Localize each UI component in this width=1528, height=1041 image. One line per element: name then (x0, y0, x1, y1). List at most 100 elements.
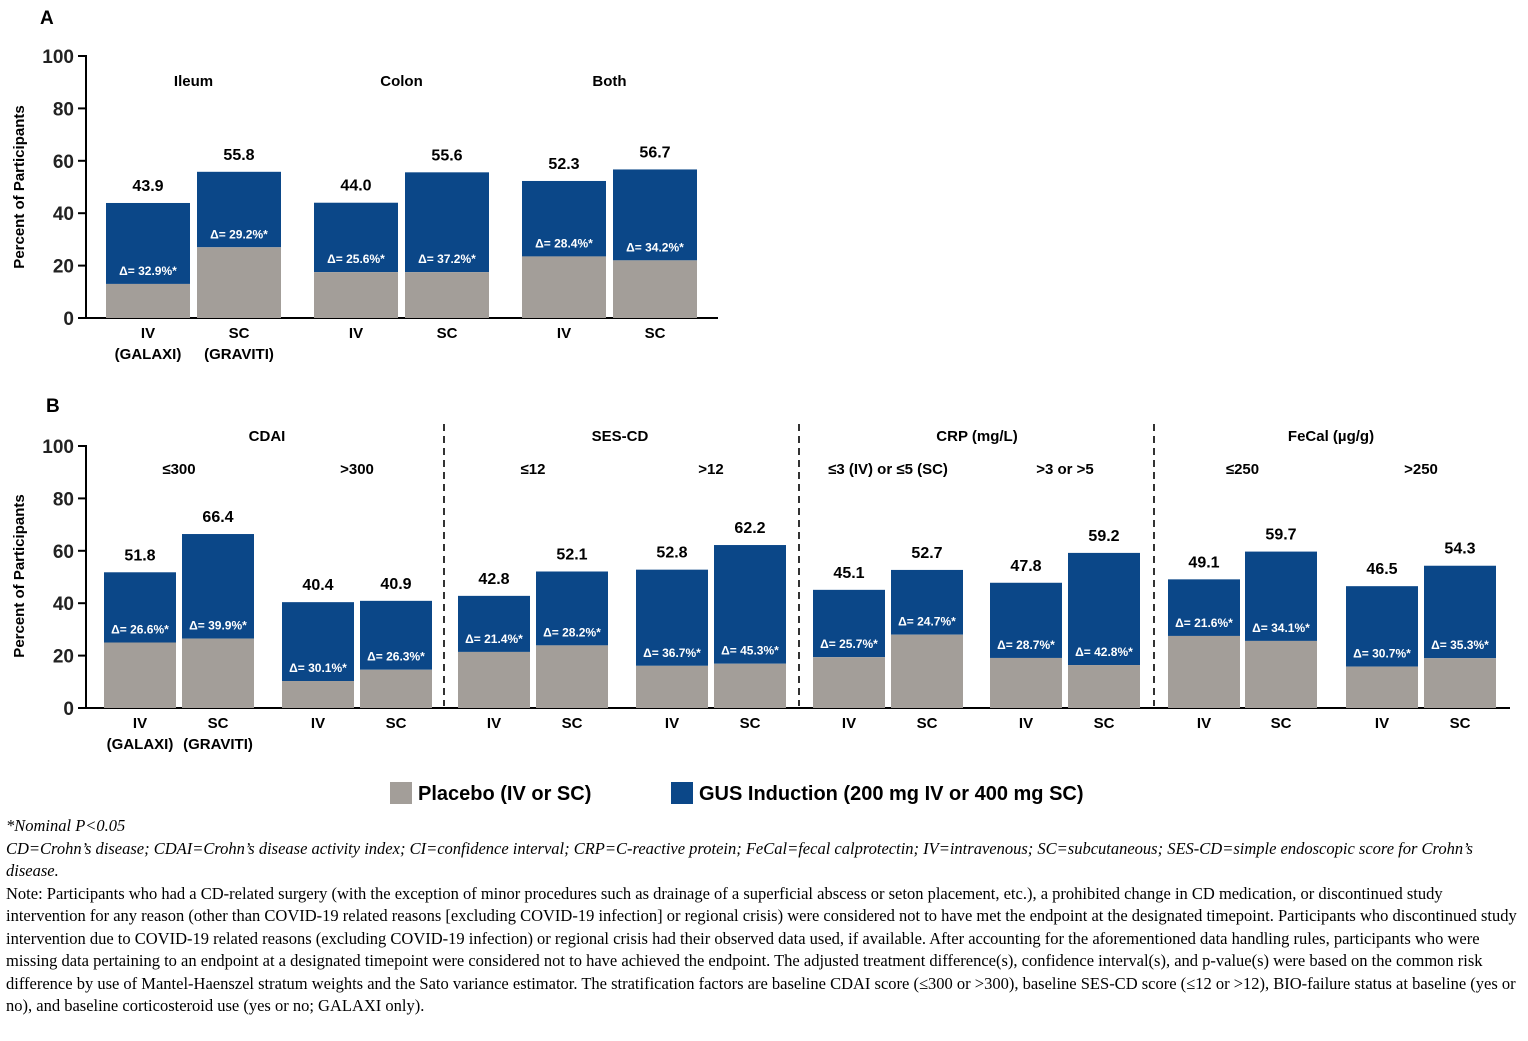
panel-b-x-tick-label: SC (1450, 715, 1471, 732)
panel-b-total-label: 54.3 (1444, 541, 1475, 558)
panel-b-bar-gus (1245, 551, 1317, 641)
panel-b-x-tick-label: SC (740, 715, 761, 732)
panel-b-x-tick-label: IV (487, 715, 501, 732)
panel-b-group-label: ≤3 (IV) or ≤5 (SC) (828, 461, 948, 478)
panel-b-y-tick-label: 80 (53, 489, 74, 510)
panel-a-bar-gus (197, 171, 281, 248)
panel-b-delta-label: Δ= 30.7%* (1353, 647, 1411, 661)
panel-a-delta-label: Δ= 29.2%* (210, 227, 268, 241)
panel-b-bar-placebo (1424, 658, 1496, 708)
panel-b-x-tick-label: IV (842, 715, 856, 732)
panel-a-x-tick-label: IV (349, 325, 363, 342)
panel-b-bar-placebo (458, 651, 530, 708)
panel-a-x-tick-label: IV (141, 325, 155, 342)
panel-b-delta-label: Δ= 42.8%* (1075, 645, 1133, 659)
panel-a-ylabel: Percent of Participants (11, 105, 28, 268)
panel-b-y-tick-label: 0 (63, 699, 74, 720)
panel-a-group-label: Both (592, 73, 626, 90)
panel-b-total-label: 51.8 (124, 547, 155, 564)
footnotes: *Nominal P<0.05 CD=Crohn’s disease; CDAI… (6, 815, 1518, 1018)
panel-b-total-label: 46.5 (1366, 561, 1397, 578)
panel-a-bar-gus (106, 202, 190, 284)
panel-b-x-tick-label: IV (1019, 715, 1033, 732)
panel-b-bar-gus (182, 534, 254, 639)
panel-b-bar-placebo (360, 669, 432, 708)
panel-b-x-sublabel: (GALAXI) (107, 736, 174, 753)
panel-b-group-label: >300 (340, 461, 374, 478)
panel-b-bar-placebo (1168, 635, 1240, 708)
panel-b-total-label: 66.4 (202, 509, 233, 526)
panel-b-x-tick-label: SC (208, 715, 229, 732)
panel-b-total-label: 49.1 (1188, 554, 1219, 571)
panel-a-total-label: 44.0 (340, 178, 371, 195)
panel-b-bar-placebo (282, 681, 354, 708)
panel-b-bar-gus (1346, 586, 1418, 667)
panel-b-bar-placebo (1346, 666, 1418, 708)
panel-b-ylabel: Percent of Participants (11, 494, 28, 657)
panel-b-y-tick-label: 60 (53, 542, 74, 563)
panel-a-y-tick-label: 0 (63, 309, 74, 330)
panel-a-bar-placebo (197, 247, 281, 318)
panel-b-bar-gus (360, 600, 432, 670)
panel-b-delta-label: Δ= 25.7%* (820, 637, 878, 651)
panel-b-bar-gus (536, 571, 608, 646)
footnote-abbreviations: CD=Crohn’s disease; CDAI=Crohn’s disease… (6, 838, 1473, 881)
legend-gus-swatch (671, 782, 693, 804)
panel-b-delta-label: Δ= 28.7%* (997, 638, 1055, 652)
panel-a-y-tick-label: 40 (53, 204, 74, 225)
panel-b-total-label: 59.7 (1265, 527, 1296, 544)
panel-b-bar-placebo (891, 634, 963, 708)
panel-a-total-label: 52.3 (548, 156, 579, 173)
panel-b-bar-placebo (182, 638, 254, 708)
panel-b-x-tick-label: SC (1271, 715, 1292, 732)
panel-a-bar-gus (613, 169, 697, 261)
panel-a-delta-label: Δ= 34.2%* (626, 240, 684, 254)
panel-b-x-tick-label: IV (1197, 715, 1211, 732)
panel-b-group-label: ≤12 (521, 461, 546, 478)
panel-b-delta-label: Δ= 21.6%* (1175, 616, 1233, 630)
panel-b-bar-gus (1424, 565, 1496, 659)
panel-a-y-tick-label: 100 (42, 47, 74, 68)
panel-b-category-label: CRP (mg/L) (936, 428, 1017, 445)
panel-a-group-label: Ileum (174, 73, 213, 90)
panel-a-x-sublabel: (GRAVITI) (204, 346, 274, 363)
figure: A Percent of Participants 0 20 40 60 80 100 Il… (11, 8, 1510, 805)
panel-b-bar-gus (1168, 579, 1240, 636)
panel-b-total-label: 42.8 (478, 571, 509, 588)
panel-b-y-tick-label: 40 (53, 594, 74, 615)
panel-b-x-sublabel: (GRAVITI) (183, 736, 253, 753)
panel-a-label: A (40, 8, 54, 29)
panel-a-x-tick-label: IV (557, 325, 571, 342)
panel-b-total-label: 52.7 (911, 545, 942, 562)
panel-b-x-tick-label: IV (665, 715, 679, 732)
panel-b-bar-placebo (636, 665, 708, 708)
panel-b-bar-gus (1068, 552, 1140, 666)
panel-b-total-label: 59.2 (1088, 528, 1119, 545)
panel-b-bar-placebo (714, 663, 786, 708)
panel-b-bar-gus (104, 572, 176, 643)
panel-a-bar-gus (522, 180, 606, 257)
panel-a-y-tick-label: 20 (53, 257, 74, 278)
footnote-nominal: *Nominal P<0.05 (6, 816, 126, 835)
panel-b-delta-label: Δ= 34.1%* (1252, 621, 1310, 635)
panel-a-total-label: 56.7 (639, 144, 670, 161)
panel-b-bar-placebo (1068, 665, 1140, 708)
panel-a-delta-label: Δ= 28.4%* (535, 236, 593, 250)
panel-b-bar-gus (813, 589, 885, 658)
panel-b-delta-label: Δ= 30.1%* (289, 661, 347, 675)
panel-b-total-label: 52.1 (556, 546, 587, 563)
panel-b-label: B (46, 396, 60, 417)
panel-b-delta-label: Δ= 21.4%* (465, 632, 523, 646)
panel-b-x-tick-label: IV (1375, 715, 1389, 732)
panel-a-y-tick-label: 60 (53, 152, 74, 173)
footnote-note: Note: Participants who had a CD-related … (6, 883, 1517, 1016)
panel-b-x-tick-label: SC (1094, 715, 1115, 732)
panel-b-total-label: 62.2 (734, 520, 765, 537)
panel-a-bar-gus (314, 202, 398, 273)
panel-b-delta-label: Δ= 26.6%* (111, 623, 169, 637)
panel-a-chart: 0 20 40 60 80 100 Ileum 43.9 Δ= 32.9%* IV (GALAXI)… (42, 47, 718, 363)
panel-b-x-tick-label: IV (311, 715, 325, 732)
panel-b-category-label: SES-CD (592, 428, 649, 445)
panel-a-bar-gus (405, 172, 489, 273)
panel-b-bar-gus (990, 582, 1062, 658)
